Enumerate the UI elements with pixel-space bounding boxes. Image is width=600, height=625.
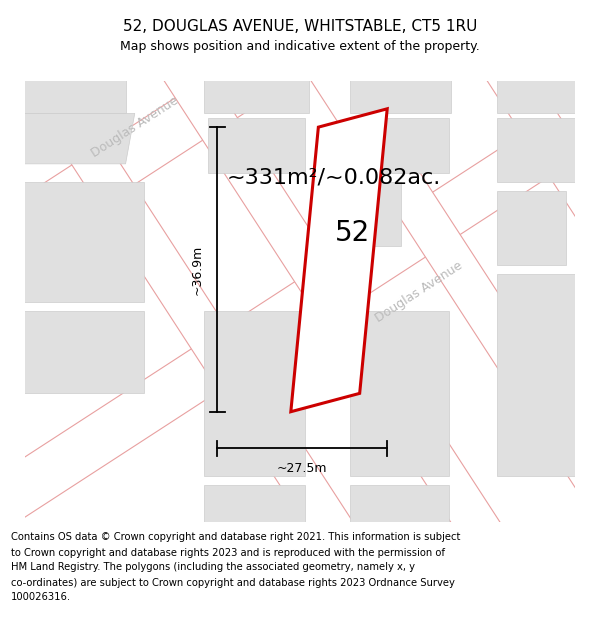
Polygon shape: [380, 0, 600, 379]
Text: ~36.9m: ~36.9m: [191, 244, 203, 294]
Polygon shape: [203, 485, 305, 531]
Polygon shape: [350, 182, 401, 246]
Text: ~27.5m: ~27.5m: [277, 462, 328, 475]
Polygon shape: [291, 109, 387, 412]
Polygon shape: [0, 0, 561, 408]
Text: to Crown copyright and database rights 2023 and is reproduced with the permissio: to Crown copyright and database rights 2…: [11, 548, 445, 558]
Text: 100026316.: 100026316.: [11, 592, 71, 602]
Text: 52: 52: [335, 219, 370, 247]
Text: 52, DOUGLAS AVENUE, WHITSTABLE, CT5 1RU: 52, DOUGLAS AVENUE, WHITSTABLE, CT5 1RU: [123, 19, 477, 34]
Polygon shape: [208, 118, 305, 173]
Polygon shape: [497, 118, 584, 182]
Polygon shape: [0, 113, 135, 164]
Text: Map shows position and indicative extent of the property.: Map shows position and indicative extent…: [120, 41, 480, 53]
Polygon shape: [65, 0, 599, 625]
Polygon shape: [0, 311, 144, 393]
Text: Douglas Avenue: Douglas Avenue: [89, 94, 181, 160]
Polygon shape: [212, 0, 600, 625]
Polygon shape: [497, 274, 584, 476]
Polygon shape: [0, 182, 144, 301]
Text: Douglas Avenue: Douglas Avenue: [373, 259, 466, 326]
Polygon shape: [0, 8, 600, 550]
Polygon shape: [203, 54, 309, 113]
Polygon shape: [350, 54, 451, 113]
Polygon shape: [0, 0, 452, 625]
Text: Contains OS data © Crown copyright and database right 2021. This information is : Contains OS data © Crown copyright and d…: [11, 532, 460, 542]
Text: co-ordinates) are subject to Crown copyright and database rights 2023 Ordnance S: co-ordinates) are subject to Crown copyr…: [11, 578, 455, 587]
Polygon shape: [497, 54, 584, 113]
Polygon shape: [203, 311, 305, 476]
Text: ~331m²/~0.082ac.: ~331m²/~0.082ac.: [227, 168, 441, 187]
Polygon shape: [0, 54, 125, 113]
Polygon shape: [355, 118, 449, 173]
Polygon shape: [350, 311, 449, 476]
Polygon shape: [497, 191, 566, 265]
Text: HM Land Registry. The polygons (including the associated geometry, namely x, y: HM Land Registry. The polygons (includin…: [11, 562, 415, 572]
Polygon shape: [350, 485, 449, 531]
